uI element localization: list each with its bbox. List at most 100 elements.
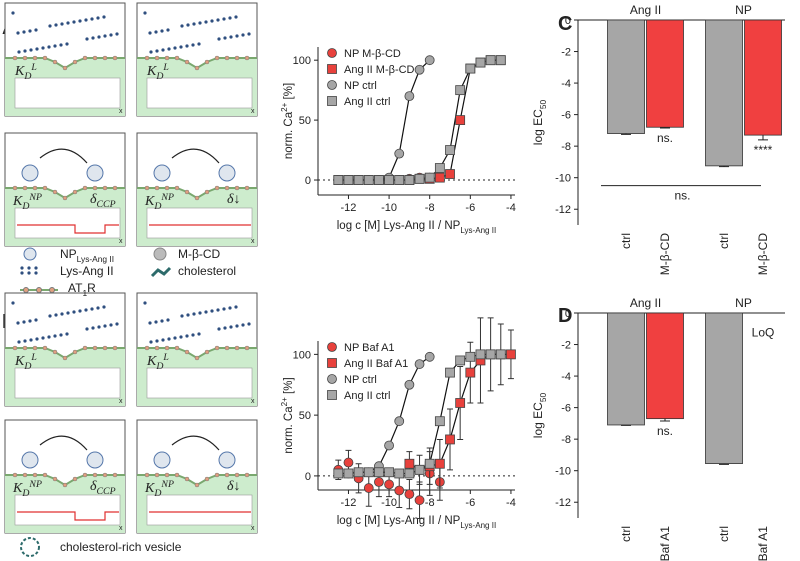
error-bar bbox=[660, 127, 670, 129]
legend-label: NP Baf A1 bbox=[344, 342, 395, 354]
legend-text: cholesterol-rich vesicle bbox=[60, 540, 182, 554]
legend-text: cholesterol bbox=[178, 264, 236, 278]
receptor bbox=[62, 482, 68, 488]
receptor bbox=[22, 185, 28, 191]
ligand bbox=[222, 307, 226, 311]
legend-text: NPLys-Ang II bbox=[60, 247, 114, 264]
receptor bbox=[12, 345, 18, 351]
x-tick-label: -8 bbox=[425, 497, 435, 509]
kd-label: KDNP bbox=[12, 192, 42, 212]
receptor bbox=[22, 472, 28, 478]
receptor bbox=[92, 55, 98, 61]
label-part: 2+ bbox=[280, 102, 289, 111]
ligand bbox=[149, 50, 153, 54]
y-axis-label: log EC50 bbox=[531, 392, 548, 438]
legend-icon bbox=[153, 247, 167, 261]
data-point bbox=[363, 175, 374, 185]
ligand bbox=[59, 333, 63, 337]
ligand bbox=[85, 327, 89, 331]
error-bar bbox=[758, 135, 768, 141]
data-point bbox=[404, 379, 415, 390]
data-point bbox=[404, 489, 415, 500]
data-point bbox=[434, 416, 445, 427]
y-axis-label: norm. Ca2+ [%] bbox=[280, 83, 295, 159]
receptor bbox=[32, 55, 38, 61]
label-part: δ bbox=[90, 479, 97, 494]
label-part: norm. Ca bbox=[283, 111, 295, 159]
label-part: NP bbox=[60, 247, 77, 261]
ligand bbox=[22, 30, 26, 34]
receptor bbox=[194, 355, 200, 361]
x-tick-label: M-β-CD bbox=[756, 233, 770, 276]
legend-marker bbox=[327, 358, 337, 368]
receptor bbox=[12, 185, 18, 191]
data-point bbox=[445, 367, 455, 378]
data-point bbox=[455, 85, 466, 96]
receptor bbox=[184, 476, 190, 482]
ligand bbox=[28, 319, 32, 323]
receptor bbox=[184, 349, 190, 355]
kd-label: KDL bbox=[146, 62, 169, 82]
data-point bbox=[374, 477, 384, 487]
y-tick-label: -2 bbox=[561, 47, 571, 59]
data-point bbox=[404, 468, 415, 479]
label-part: [%] bbox=[283, 83, 295, 103]
label-part: CCP bbox=[97, 486, 116, 497]
ligand bbox=[102, 15, 106, 19]
ligand bbox=[247, 322, 251, 326]
inset-plot bbox=[14, 77, 121, 109]
inset-x: x bbox=[251, 398, 255, 405]
data-point bbox=[343, 175, 354, 185]
ligand bbox=[59, 43, 63, 47]
nanoparticle bbox=[218, 451, 236, 469]
ligand bbox=[78, 309, 82, 313]
ligand bbox=[186, 313, 190, 317]
inset-x: x bbox=[251, 108, 255, 115]
data-point bbox=[465, 351, 476, 362]
ligand bbox=[103, 324, 107, 328]
receptor bbox=[52, 476, 58, 482]
legend-icon bbox=[27, 266, 31, 270]
ligand bbox=[229, 35, 233, 39]
ligand bbox=[54, 313, 58, 317]
ligand bbox=[60, 22, 64, 26]
legend-icon bbox=[34, 266, 38, 270]
ligand bbox=[16, 321, 20, 325]
bar bbox=[744, 19, 782, 136]
label-part: D bbox=[155, 361, 163, 372]
receptor bbox=[72, 189, 78, 195]
y-axis-label: log EC50 bbox=[531, 99, 548, 145]
x-tick-label: ctrl bbox=[619, 526, 633, 542]
x-tick-label: -4 bbox=[506, 497, 516, 509]
receptor bbox=[234, 55, 240, 61]
legend-icon bbox=[23, 247, 37, 261]
receptor bbox=[234, 472, 240, 478]
receptor bbox=[154, 472, 160, 478]
data-point bbox=[495, 349, 506, 360]
inset-plot bbox=[146, 494, 253, 526]
ligand bbox=[143, 301, 147, 305]
legend-icon bbox=[36, 287, 42, 293]
receptor bbox=[214, 185, 220, 191]
data-point bbox=[374, 467, 384, 478]
receptor bbox=[214, 472, 220, 478]
receptor bbox=[244, 345, 250, 351]
ligand bbox=[154, 320, 158, 324]
y-tick-label: 100 bbox=[293, 55, 311, 67]
data-point bbox=[414, 359, 425, 369]
label-part: Lys-Ang II bbox=[460, 521, 496, 530]
inset-x: x bbox=[251, 238, 255, 245]
data-point bbox=[506, 349, 516, 360]
receptor bbox=[82, 185, 88, 191]
receptor bbox=[92, 472, 98, 478]
data-point bbox=[455, 355, 466, 366]
label-part: L bbox=[30, 62, 36, 73]
ligand bbox=[186, 23, 190, 27]
ligand bbox=[161, 338, 165, 342]
data-point bbox=[394, 468, 405, 479]
label-part: AT bbox=[68, 281, 83, 295]
group-label: Ang II bbox=[630, 3, 661, 17]
receptor bbox=[164, 55, 170, 61]
data-point bbox=[384, 467, 394, 478]
ligand bbox=[191, 333, 195, 337]
